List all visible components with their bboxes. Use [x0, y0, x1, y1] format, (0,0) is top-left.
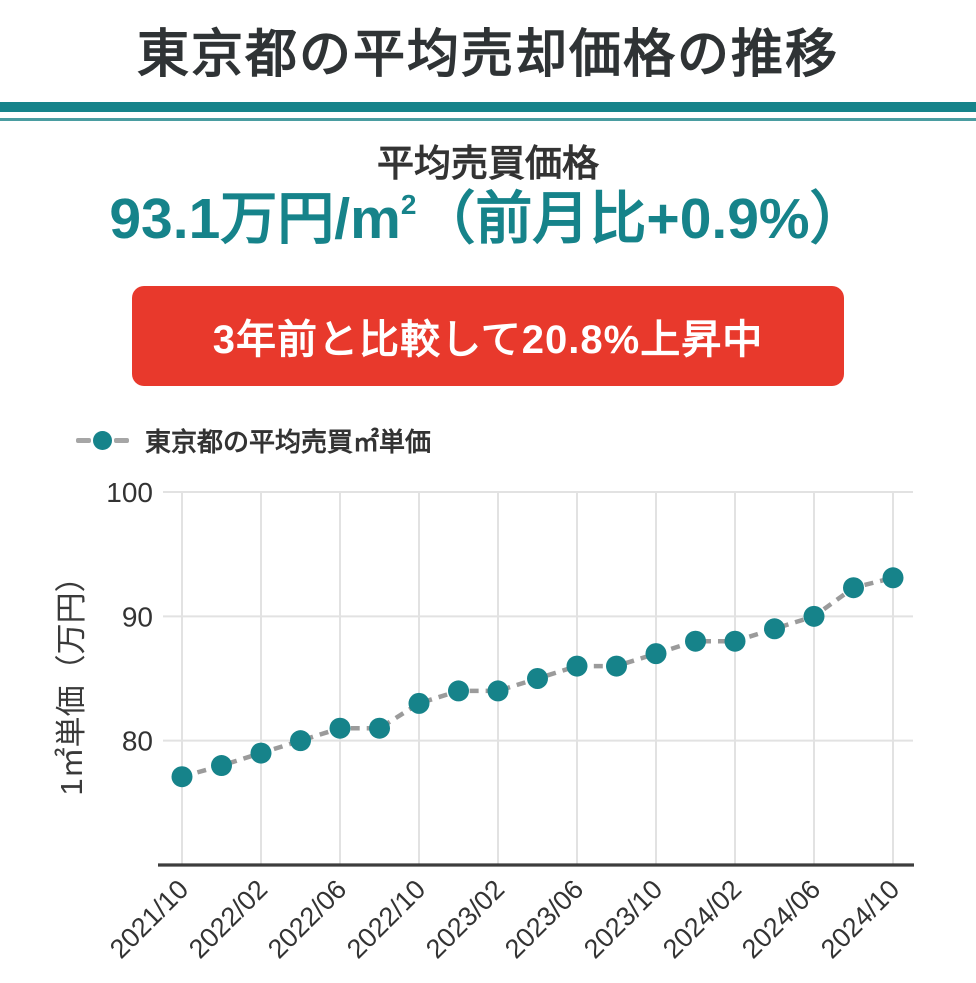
y-tick-label: 100: [106, 477, 153, 508]
legend-dash-right: [114, 437, 129, 443]
page-title: 東京都の平均売却価格の推移: [136, 26, 839, 84]
data-point: [764, 618, 785, 640]
x-tick-label: 2022/06: [262, 874, 352, 964]
data-point: [408, 692, 430, 714]
x-tick-label: 2022/10: [341, 874, 431, 964]
data-point: [448, 680, 469, 702]
x-tick-label: 2022/02: [183, 874, 273, 964]
x-tick-label: 2023/06: [499, 874, 589, 964]
x-tick-label: 2023/10: [578, 874, 668, 964]
legend-dot-icon: [93, 430, 112, 450]
data-point: [645, 642, 667, 664]
summary-label: 平均売買価格: [377, 143, 599, 185]
data-point: [606, 655, 627, 677]
x-tick-label: 2021/10: [104, 874, 194, 964]
data-point: [527, 667, 548, 689]
data-point: [369, 717, 390, 739]
legend-marker: [76, 430, 129, 450]
x-tick-label: 2023/02: [420, 874, 510, 964]
data-point: [250, 742, 272, 764]
data-point: [685, 630, 706, 652]
data-point: [724, 630, 746, 652]
data-point: [566, 655, 588, 677]
price-trend-chart: 80 90 100 1㎡単価（万円） 2021/102022/022022/062022…: [54, 477, 914, 964]
x-tick-label: 2024/10: [815, 874, 905, 964]
x-tick-label: 2024/02: [657, 874, 747, 964]
chart-legend: 東京都の平均売買㎡単価: [76, 422, 976, 459]
y-tick-label: 90: [122, 601, 153, 632]
data-point: [803, 605, 825, 627]
data-point: [290, 729, 311, 751]
data-point: [882, 567, 904, 589]
y-tick-label: 80: [122, 725, 153, 756]
divider-thin: [0, 118, 976, 122]
y-axis-title: 1㎡単価（万円）: [54, 561, 89, 795]
legend-label: 東京都の平均売買㎡単価: [145, 426, 432, 457]
price-line: 93.1万円/m2（前月比+0.9%）: [0, 186, 976, 251]
price-change: （前月比+0.9%）: [418, 186, 867, 251]
data-point: [843, 577, 864, 599]
data-point: [171, 766, 193, 788]
data-point: [329, 717, 351, 739]
divider-thick: [0, 102, 976, 113]
price-unit-superscript: 2: [400, 189, 417, 221]
data-point: [487, 680, 509, 702]
data-point: [211, 754, 232, 776]
comparison-badge: 3年前と比較して20.8%上昇中: [132, 285, 844, 386]
legend-dash-left: [76, 437, 91, 443]
badge-text: 3年前と比較して20.8%上昇中: [212, 317, 764, 362]
price-value: 93.1万円/m: [109, 186, 401, 251]
x-tick-label: 2024/06: [736, 874, 826, 964]
